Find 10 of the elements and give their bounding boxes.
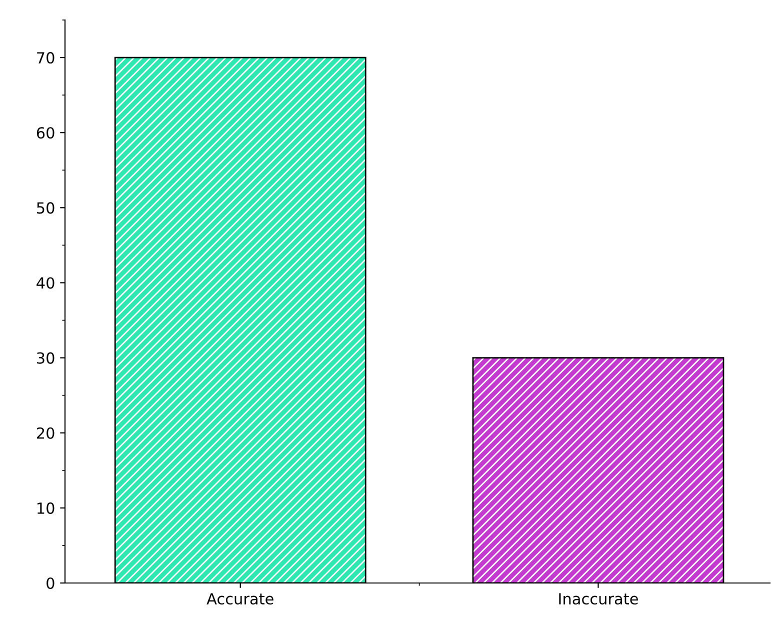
y-tick-label: 50 — [37, 202, 54, 214]
x-tick-label: Accurate — [206, 593, 274, 605]
y-tick-label: 60 — [36, 127, 54, 139]
y-tick-label: 30 — [37, 352, 54, 364]
y-tick-label: 20 — [36, 427, 54, 439]
y-tick-label: 40 — [36, 277, 54, 289]
x-tick-label: Inaccurate — [559, 593, 638, 605]
y-tick-label: 10 — [38, 502, 54, 514]
y-tick-label: 70 — [37, 52, 54, 64]
y-tick-label: 0 — [46, 577, 54, 590]
